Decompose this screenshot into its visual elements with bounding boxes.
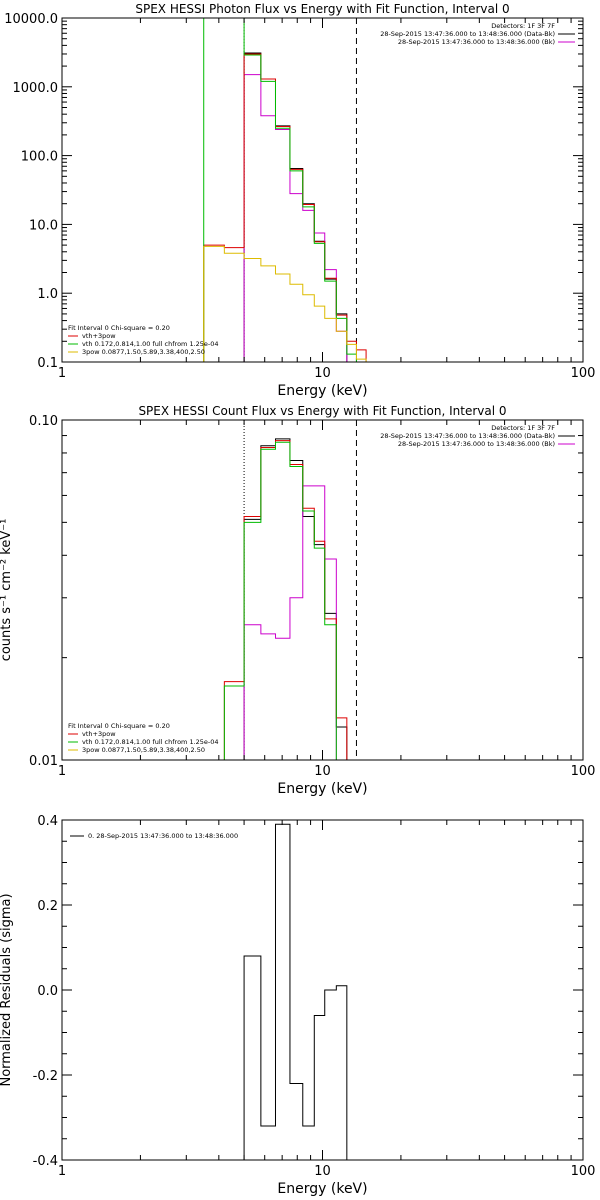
y-tick-label: -0.2 xyxy=(33,1069,58,1084)
x-tick-label: 1 xyxy=(58,764,66,779)
series-line-3pow xyxy=(203,245,367,362)
x-axis-label: Energy (keV) xyxy=(277,781,367,797)
chart-panel-1: SPEX HESSI Photon Flux vs Energy with Fi… xyxy=(4,2,596,399)
x-axis-label: Energy (keV) xyxy=(277,1181,367,1197)
series-line-data-bk xyxy=(243,52,348,362)
legend-fit-text: vth+3pow xyxy=(82,332,116,340)
series-line-bk xyxy=(243,74,348,362)
legend-entry-text: 28-Sep-2015 13:47:36.000 to 13:48:36.000… xyxy=(380,432,555,440)
series-line-vth xyxy=(203,18,357,362)
x-tick-label: 1 xyxy=(58,366,66,381)
x-tick-label: 10 xyxy=(314,764,331,779)
x-axis-label: Energy (keV) xyxy=(277,383,367,399)
y-tick-label: 0.0 xyxy=(37,984,58,999)
legend-entry-text: 28-Sep-2015 13:47:36.000 to 13:48:36.000… xyxy=(398,440,555,448)
x-tick-label: 10 xyxy=(314,366,331,381)
chart-panel-3: 1 10 100 Energy (keV) -0.4 -0.2 0.0 0.2 0.4 Norma… xyxy=(0,814,595,1197)
plot-frame xyxy=(61,819,584,1161)
legend-fit-text: 3pow 0.0877,1.50,5.89,3.38,400,2.50 xyxy=(82,348,205,356)
series-group xyxy=(243,823,348,1160)
legend-entry-text: 28-Sep-2015 13:47:36.000 to 13:48:36.000… xyxy=(380,30,555,38)
legend-fit-header: Fit Interval 0 Chi-square = 0.20 xyxy=(68,324,170,332)
x-tick-label: 100 xyxy=(571,366,596,381)
series-line-vth-3pow xyxy=(223,440,348,760)
legend-fit-text: 3pow 0.0877,1.50,5.89,3.38,400,2.50 xyxy=(82,746,205,754)
plot-frame xyxy=(61,17,584,363)
x-tick-label: 100 xyxy=(571,764,596,779)
series-line-residuals xyxy=(243,823,348,1160)
plot-frame xyxy=(61,419,584,761)
legend-fit-header: Fit Interval 0 Chi-square = 0.20 xyxy=(68,722,170,730)
series-line-data-bk xyxy=(243,438,348,760)
series-line-vth xyxy=(223,441,337,760)
legend-residual-text: 0. 28-Sep-2015 13:47:36.000 to 13:48:36.… xyxy=(88,832,238,840)
x-tick-label: 100 xyxy=(571,1164,596,1179)
series-group xyxy=(203,18,367,362)
y-tick-label: -0.4 xyxy=(33,1154,58,1169)
legend-fit-text: vth 0.172,0.814,1.00 full chfrom 1.25e-0… xyxy=(82,738,219,746)
y-tick-label: 0.4 xyxy=(37,814,58,829)
y-tick-label: 1.0 xyxy=(37,287,58,302)
series-group xyxy=(223,438,348,760)
chart-title: SPEX HESSI Count Flux vs Energy with Fit… xyxy=(138,404,506,418)
y-tick-label: 0.2 xyxy=(37,899,58,914)
y-tick-label: 1000.0 xyxy=(13,81,59,96)
legend-fit-text: vth 0.172,0.814,1.00 full chfrom 1.25e-0… xyxy=(82,340,219,348)
legend-fit-text: vth+3pow xyxy=(82,730,116,738)
y-tick-label: 10000.0 xyxy=(4,12,58,27)
legend-detectors: Detectors: 1F 3F 7F xyxy=(491,424,555,432)
y-tick-label: 0.1 xyxy=(37,356,58,371)
chart-title: SPEX HESSI Photon Flux vs Energy with Fi… xyxy=(135,2,509,16)
chart-panel-2: SPEX HESSI Count Flux vs Energy with Fit… xyxy=(0,404,595,797)
y-tick-label: 0.10 xyxy=(29,414,58,429)
y-tick-label: 0.01 xyxy=(29,754,58,769)
y-tick-label: 100.0 xyxy=(21,150,58,165)
legend-entry-text: 28-Sep-2015 13:47:36.000 to 13:48:36.000… xyxy=(398,38,555,46)
y-tick-label: 10.0 xyxy=(29,218,58,233)
series-line-vth-3pow xyxy=(203,53,367,362)
y-axis-label: Normalized Residuals (sigma) xyxy=(0,893,14,1086)
x-tick-label: 1 xyxy=(58,1164,66,1179)
series-line-bk xyxy=(243,485,337,760)
legend-detectors: Detectors: 1F 3F 7F xyxy=(491,22,555,30)
y-axis-label: counts s⁻¹ cm⁻² keV⁻¹ xyxy=(0,519,14,662)
x-tick-label: 10 xyxy=(314,1164,331,1179)
